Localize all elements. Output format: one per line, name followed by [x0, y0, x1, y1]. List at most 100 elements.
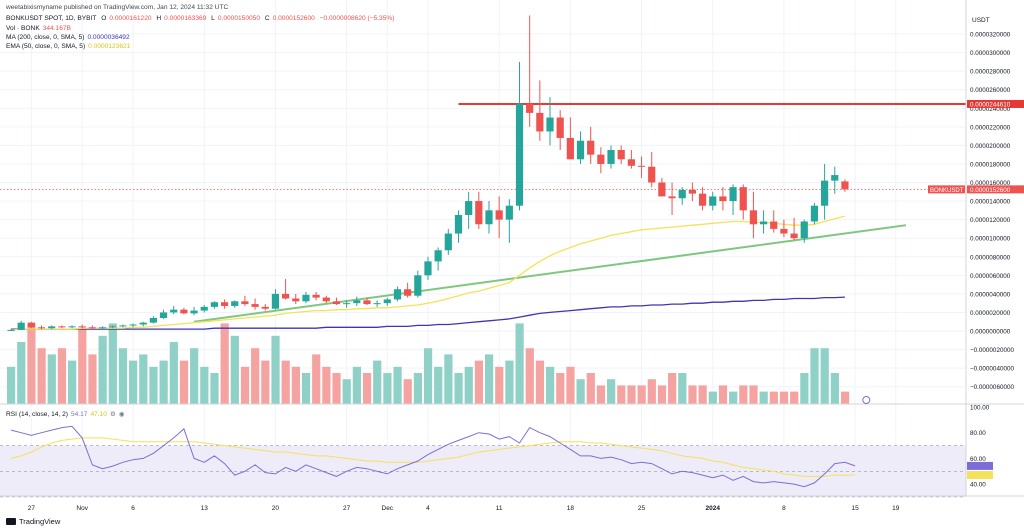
candle-body — [668, 196, 676, 199]
time-tick-label: Nov — [76, 505, 88, 512]
candle-body — [332, 301, 341, 305]
candle-body — [770, 221, 778, 229]
candle-body — [414, 275, 422, 296]
symbol-ohlc-line: BONKUSDT SPOT, 1D, BYBIT O 0.0000161220 H… — [6, 15, 397, 23]
volume-legend[interactable]: Vol · BONK 344.167B — [6, 25, 74, 33]
price-tick-label: 0.0000080000 — [970, 254, 1011, 261]
rsi-tick-label: 100.00 — [970, 405, 990, 412]
symbol-tag — [928, 185, 965, 194]
price-tick-label: 0.0000140000 — [970, 199, 1011, 206]
candle-body — [780, 228, 788, 234]
volume-bar — [586, 373, 595, 404]
volume-bar — [464, 366, 473, 404]
volume-bar — [403, 379, 412, 404]
candle-body — [465, 201, 473, 215]
candle-body — [180, 309, 188, 314]
volume-bar — [484, 354, 494, 404]
volume-bar — [37, 348, 46, 404]
candle-body — [637, 165, 646, 167]
ohlc-open: 0.0000161220 — [109, 15, 152, 22]
volume-bar — [454, 373, 463, 404]
ma-legend[interactable]: MA (200, close, 0, SMA, 5) 0.0000036492 — [6, 34, 133, 42]
volume-bar — [230, 335, 239, 404]
candle-body — [98, 327, 107, 329]
price-tick-label: 0.0000040000 — [970, 291, 1011, 298]
volume-bar — [190, 348, 199, 404]
candle-body — [485, 210, 493, 225]
volume-bar — [495, 366, 504, 404]
candle-body — [607, 150, 615, 164]
volume-bar — [505, 360, 514, 404]
price-tick-label: 0.0000260000 — [970, 87, 1011, 94]
rsi-value-tag — [967, 461, 993, 470]
candle-body — [373, 303, 381, 305]
time-tick-label: 25 — [638, 505, 646, 512]
ema-value: 0.0000123621 — [88, 43, 131, 50]
tradingview-logo[interactable]: TradingView — [6, 517, 60, 526]
volume-bar — [129, 360, 138, 404]
candle-body — [648, 166, 656, 183]
volume-bar — [149, 366, 158, 404]
candle-body — [831, 175, 839, 181]
rsi-legend[interactable]: RSI (14, close, 14, 2) 54.17 47.10 ⚙ ◉ — [6, 411, 128, 419]
volume-bar — [718, 385, 728, 404]
volume-bar — [352, 366, 361, 404]
price-tick-label: 0.0000300000 — [970, 50, 1011, 57]
volume-bar — [820, 348, 829, 404]
price-tick-label: 0.0000280000 — [970, 69, 1011, 76]
volume-bar — [596, 385, 606, 404]
rsi-ma-value-tag — [967, 471, 993, 480]
candle-body — [393, 289, 402, 300]
ma200-line — [11, 296, 845, 330]
settings-icon[interactable]: ⚙ — [109, 411, 116, 418]
volume-bar — [362, 373, 372, 404]
ema50-line — [10, 215, 846, 331]
currency-label: USDT — [972, 17, 990, 24]
price-tick-label: 0.0000320000 — [970, 32, 1011, 39]
price-tick-label: 0.0000160000 — [970, 180, 1011, 187]
candle-body — [271, 293, 280, 309]
volume-value: 344.167B — [42, 25, 71, 32]
candle-body — [810, 205, 819, 222]
volume-bar — [251, 348, 260, 404]
candle-body — [200, 306, 208, 311]
ema-legend[interactable]: EMA (50, close, 0, SMA, 5) 0.0000123621 — [6, 43, 133, 51]
candle-body — [597, 154, 605, 164]
rsi-tick-label: 60.00 — [970, 456, 986, 463]
volume-bar — [444, 354, 453, 404]
rsi-tick-label: 40.00 — [970, 482, 986, 489]
resistance-price-label: 0.0000244610 — [970, 101, 1011, 108]
time-tick-label: 27 — [28, 505, 36, 512]
candle-body — [790, 233, 798, 239]
candle-body — [119, 325, 127, 327]
time-tick-label: 15 — [851, 505, 859, 512]
volume-bar — [413, 373, 422, 404]
candle-body — [343, 303, 351, 305]
rsi-pane — [0, 425, 966, 498]
volume-bar — [546, 366, 555, 404]
candle-body — [109, 326, 117, 328]
candle-body — [617, 150, 625, 160]
volume-bar — [688, 385, 697, 404]
volume-bar — [393, 366, 402, 404]
candle-body — [800, 221, 808, 239]
ohlc-change: −0.0000008620 (−5.35%) — [319, 15, 395, 22]
candle-body — [454, 214, 463, 234]
candle-body — [17, 322, 25, 330]
candle-body — [719, 196, 727, 202]
candle-body — [88, 327, 96, 329]
candle-body — [546, 117, 554, 132]
volume-label: Vol · BONK — [6, 25, 40, 32]
volume-bar — [261, 360, 270, 404]
volume-bar — [98, 335, 107, 404]
rsi-tick-label: 80.00 — [970, 430, 986, 437]
volume-bar — [139, 354, 148, 404]
volume-bar — [78, 329, 87, 404]
volume-bar — [57, 348, 67, 404]
volume-bar — [739, 385, 748, 404]
price-tick-label: −0.0000060000 — [970, 384, 1014, 391]
eye-icon[interactable]: ◉ — [118, 411, 125, 418]
volume-bar — [179, 360, 189, 404]
last-price-tag — [967, 185, 1024, 194]
